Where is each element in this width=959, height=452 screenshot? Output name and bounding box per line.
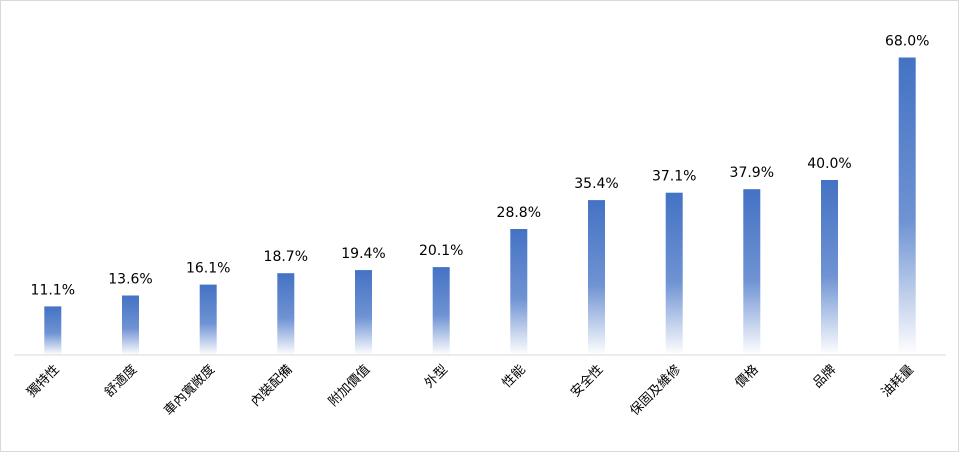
data-label-5: 19.4% (341, 246, 385, 262)
data-label-3: 16.1% (186, 261, 230, 277)
bar-2 (122, 295, 139, 355)
data-label-1: 11.1% (31, 282, 75, 298)
data-label-2: 13.6% (108, 272, 152, 288)
bar-9 (665, 192, 683, 355)
bar-8 (588, 200, 605, 355)
data-label-8: 35.4% (574, 176, 618, 192)
data-labels: 11.1% 13.6% 16.1% 18.7% 19.4% 20.1% 28.8% 35.4%… (31, 34, 930, 299)
data-label-9: 37.1% (652, 169, 696, 185)
bar-5 (355, 270, 372, 355)
data-label-10: 37.9% (730, 165, 774, 181)
bar-4 (277, 273, 295, 355)
bar-series (44, 57, 916, 355)
bar-6 (432, 267, 450, 355)
bar-12 (898, 57, 916, 355)
bar-11 (821, 180, 838, 355)
bar-3 (199, 284, 217, 355)
data-label-12: 68.0% (885, 34, 929, 50)
data-label-11: 40.0% (807, 156, 851, 172)
bar-10 (743, 189, 761, 355)
data-label-4: 18.7% (264, 249, 308, 265)
data-label-7: 28.8% (497, 205, 541, 221)
bar-7 (510, 229, 528, 355)
bar-1 (44, 306, 62, 355)
data-label-6: 20.1% (419, 243, 463, 259)
